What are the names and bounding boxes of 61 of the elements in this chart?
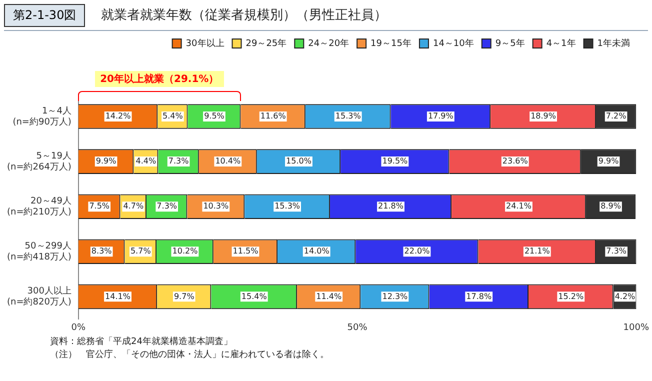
legend-label: 24～20年 — [308, 38, 350, 49]
y-tick-label: 50～299人 (n=約418万人) — [6, 240, 72, 262]
y-tick-label: 300人以上 (n=約820万人) — [6, 286, 72, 308]
data-label: 9.9% — [96, 156, 117, 166]
data-label: 4.2% — [614, 292, 636, 301]
data-label: 5.7% — [130, 246, 152, 256]
y-tick-label: 5～19人 (n=約264万人) — [6, 150, 72, 172]
data-label: 11.5% — [232, 246, 259, 256]
x-tick-label: 100% — [623, 322, 650, 333]
data-label: 7.2% — [606, 112, 627, 121]
data-label: 4.7% — [123, 202, 144, 211]
data-label: 12.3% — [382, 292, 408, 301]
data-label: 22.0% — [404, 246, 430, 256]
data-label: 14.0% — [304, 246, 330, 256]
data-label: 7.5% — [89, 202, 110, 211]
data-label: 15.3% — [274, 202, 300, 211]
data-label: 14.1% — [105, 292, 131, 301]
x-tick-label: 50% — [347, 322, 368, 333]
data-label: 9.7% — [174, 292, 195, 301]
legend-label: 14～10年 — [432, 38, 474, 49]
data-label: 7.3% — [156, 202, 178, 211]
data-label: 7.3% — [168, 156, 190, 166]
data-label: 21.1% — [524, 246, 550, 256]
data-label: 5.4% — [162, 112, 184, 121]
chart-title: 第2-1-30図 — [4, 4, 86, 26]
data-label: 7.3% — [606, 246, 627, 256]
y-tick-label: 20～49人 (n=約210万人) — [6, 196, 72, 218]
data-label: 15.2% — [558, 292, 584, 301]
data-label: 14.2% — [105, 112, 132, 121]
data-label: 8.9% — [600, 202, 622, 211]
text: 資料：総務省「平成24年就業構造基本調査」 — [50, 336, 234, 349]
text: 20年以上就業（29.1%） — [95, 71, 224, 88]
data-label: 11.4% — [316, 292, 342, 301]
data-label: 8.3% — [91, 246, 112, 256]
data-label: 11.6% — [260, 112, 286, 121]
data-label: 15.0% — [286, 156, 312, 166]
data-label: 9.5% — [204, 112, 225, 121]
x-tick-label: 0% — [71, 322, 86, 333]
chart-subtitle: 就業者就業年数（従業者規模別）（男性正社員） — [101, 7, 388, 24]
data-label: 17.8% — [466, 292, 492, 301]
data-label: 15.3% — [335, 112, 362, 121]
data-label: 21.8% — [378, 202, 404, 211]
data-label: 10.2% — [172, 246, 198, 256]
data-label: 24.1% — [506, 202, 532, 211]
data-label: 10.4% — [215, 156, 242, 166]
data-label: 19.5% — [382, 156, 408, 166]
data-label: 18.9% — [530, 112, 556, 121]
data-label: 17.9% — [428, 112, 454, 121]
text: （注） 官公庁、「その他の団体・法人」に雇われている者は除く。 — [50, 349, 330, 362]
data-label: 15.4% — [241, 292, 268, 301]
legend-label: 4～1年 — [546, 38, 576, 49]
data-label: 4.4% — [136, 156, 156, 166]
data-label: 23.6% — [502, 156, 528, 166]
legend-label: 9～5年 — [495, 38, 525, 49]
legend-label: 1年未満 — [597, 38, 630, 49]
data-label: 9.9% — [598, 156, 620, 166]
legend-label: 19～15年 — [370, 38, 412, 49]
legend-label: 30年以上 — [186, 38, 224, 49]
legend-label: 29～25年 — [246, 38, 287, 49]
data-label: 10.3% — [203, 202, 230, 211]
y-tick-label: 1～4人 (n=約90万人) — [12, 105, 72, 128]
